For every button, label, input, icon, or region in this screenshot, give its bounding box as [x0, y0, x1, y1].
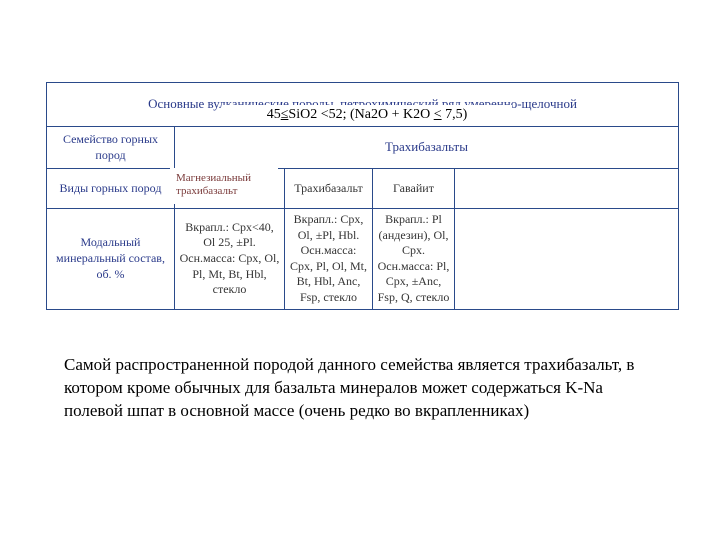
modal-extra-cell	[455, 209, 679, 310]
description-text: Самой распространенной породой данного с…	[64, 354, 660, 423]
modal-col1: Вкрапл.: Cpx<40, Ol 25, ±Pl. Осн.масса: …	[175, 209, 285, 310]
magnesial-overlay: Магнезиальный трахибазальт	[170, 168, 278, 204]
subtitle-text: 45	[267, 107, 281, 122]
chemistry-subtitle: 45≤SiO2 <52; (Na2O + K2O < 7,5)	[222, 105, 512, 125]
type-extra-cell	[455, 169, 679, 209]
subtitle-text: SiO2 <52; (Na2O + K2O	[288, 107, 433, 122]
modal-col3: Вкрапл.: Pl (андезин), Ol, Cpx. Осн.масс…	[373, 209, 455, 310]
modal-col2: Вкрапл.: Cpx, Ol, ±Pl, Hbl. Осн.масса: C…	[285, 209, 373, 310]
modal-label: Модальный минеральный состав, об. %	[47, 209, 175, 310]
table-row: Модальный минеральный состав, об. % Вкра…	[47, 209, 679, 310]
table-row: Виды горных пород Трахибазальт Гавайит	[47, 169, 679, 209]
family-value: Трахибазальты	[175, 127, 679, 169]
type-trachybasalt: Трахибазальт	[285, 169, 373, 209]
subtitle-text: 7,5)	[442, 107, 468, 122]
family-label: Семейство горных пород	[47, 127, 175, 169]
table-row: Семейство горных пород Трахибазальты	[47, 127, 679, 169]
types-label: Виды горных пород	[47, 169, 175, 209]
type-hawaite: Гавайит	[373, 169, 455, 209]
le-symbol: <	[434, 107, 442, 122]
